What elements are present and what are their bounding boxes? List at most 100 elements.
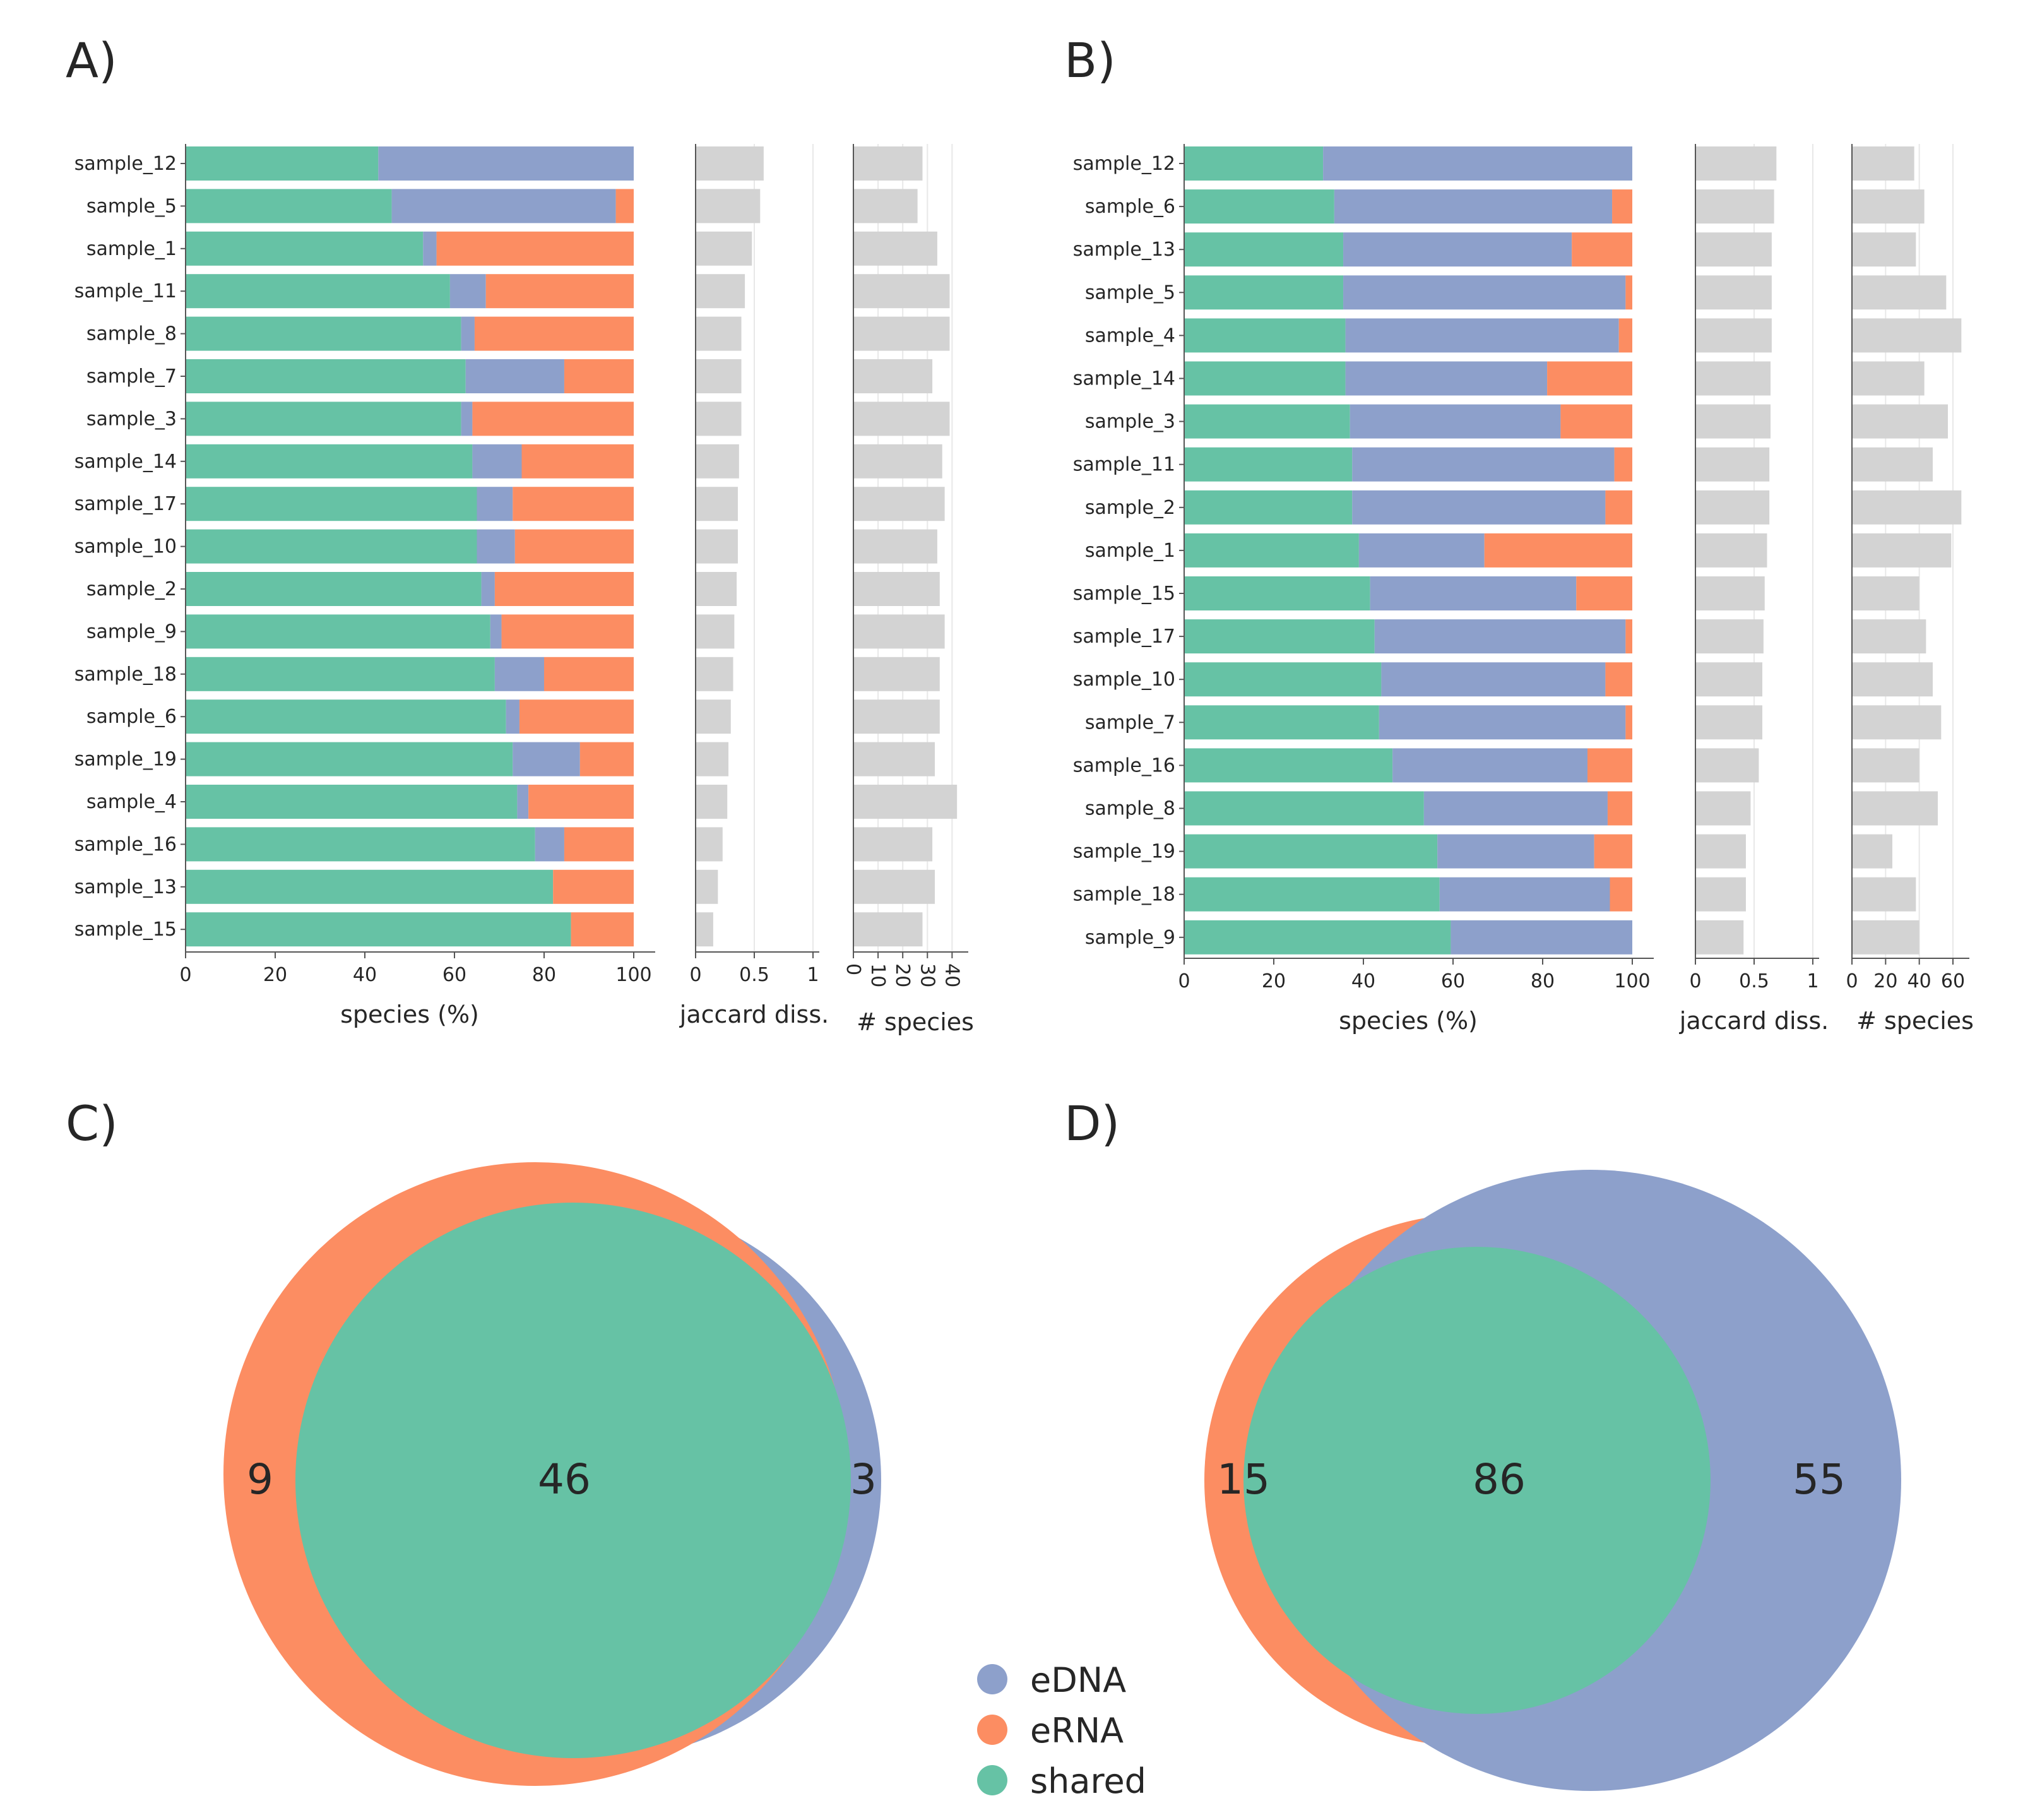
side-x-tick-label: 0.5 bbox=[739, 964, 769, 986]
sample-label: sample_18 bbox=[1073, 884, 1175, 906]
bar-segment-edna bbox=[1345, 361, 1548, 396]
bar-segment-erna bbox=[1625, 705, 1632, 740]
bar-segment-erna bbox=[564, 827, 634, 862]
venn-d-shared-circle bbox=[1243, 1247, 1711, 1714]
bar-segment-erna bbox=[528, 785, 634, 819]
bar-segment-edna bbox=[378, 146, 634, 181]
bar-segment-erna bbox=[474, 316, 634, 351]
side-x-tick-label: 20 bbox=[1873, 970, 1897, 992]
sample-label: sample_10 bbox=[1073, 669, 1175, 691]
jaccard-bar bbox=[1695, 318, 1772, 353]
panel-b-bar-chart: sample_12 sample_6 sample_13 sample_5sample… bbox=[1073, 144, 1974, 1035]
bar-segment-shared bbox=[186, 316, 461, 351]
species-count-bar bbox=[1852, 662, 1933, 697]
bar-segment-shared bbox=[1184, 275, 1344, 310]
sample-label: sample_14 bbox=[1073, 368, 1175, 390]
jaccard-bar bbox=[1695, 576, 1765, 610]
bar-segment-shared bbox=[1184, 232, 1344, 267]
species-count-bar bbox=[853, 274, 950, 309]
bar-segment-shared bbox=[186, 912, 571, 947]
jaccard-bar bbox=[1695, 447, 1770, 482]
species-count-bar bbox=[853, 401, 950, 436]
jaccard-bar bbox=[1695, 490, 1770, 525]
x-tick-label: 60 bbox=[1441, 970, 1465, 992]
bar-segment-erna bbox=[519, 699, 634, 734]
bar-segment-edna bbox=[1423, 791, 1608, 826]
jaccard-axis-title: jaccard diss. bbox=[1679, 1007, 1829, 1035]
sample-label: sample_19 bbox=[74, 749, 177, 771]
species-count-bar bbox=[1852, 705, 1942, 740]
side-x-tick-label: 10 bbox=[867, 963, 889, 987]
jaccard-bar bbox=[1695, 920, 1744, 955]
bar-segment-shared bbox=[186, 274, 450, 309]
bar-segment-shared bbox=[186, 572, 482, 606]
sample-label: sample_8 bbox=[86, 323, 177, 345]
bar-segment-edna bbox=[1392, 748, 1587, 783]
bar-segment-shared bbox=[186, 189, 392, 223]
sample-label: sample_6 bbox=[86, 706, 177, 728]
bar-segment-erna bbox=[1572, 232, 1632, 267]
bar-segment-shared bbox=[1184, 404, 1350, 439]
sample-label: sample_14 bbox=[74, 451, 177, 473]
species-count-bar bbox=[853, 912, 923, 947]
sample-label: sample_13 bbox=[1073, 239, 1175, 261]
jaccard-bar bbox=[696, 699, 731, 734]
bar-segment-shared bbox=[1184, 748, 1393, 783]
bar-segment-edna bbox=[1343, 275, 1626, 310]
species-count-bar bbox=[853, 742, 935, 776]
species-count-bar bbox=[1852, 834, 1892, 869]
species-count-bar bbox=[1852, 533, 1952, 568]
jaccard-bar bbox=[696, 827, 723, 862]
x-tick-label: 80 bbox=[532, 964, 556, 986]
sample-label: sample_15 bbox=[74, 919, 177, 941]
panel-c-venn-diagram: 9 46 3 bbox=[223, 1162, 881, 1786]
species-count-bar bbox=[1852, 189, 1925, 224]
bar-segment-shared bbox=[186, 146, 379, 181]
bar-segment-edna bbox=[517, 785, 529, 819]
panel-label-d: D) bbox=[1064, 1095, 1120, 1151]
jaccard-bar bbox=[696, 487, 738, 521]
x-tick-label: 0 bbox=[179, 964, 191, 986]
bar-segment-erna bbox=[1594, 834, 1632, 869]
panel-d-venn-diagram: 15 86 55 bbox=[1204, 1170, 1901, 1791]
bar-segment-erna bbox=[1610, 877, 1632, 912]
side-x-tick-label: 60 bbox=[1941, 970, 1965, 992]
species-count-bar bbox=[853, 699, 940, 734]
bar-segment-edna bbox=[449, 274, 486, 309]
bar-segment-edna bbox=[1358, 533, 1485, 568]
x-tick-label: 40 bbox=[353, 964, 377, 986]
bar-segment-edna bbox=[1374, 619, 1626, 654]
bar-segment-edna bbox=[1323, 146, 1632, 181]
sample-label: sample_9 bbox=[86, 621, 177, 643]
species-count-bar bbox=[853, 146, 923, 181]
sample-label: sample_8 bbox=[1085, 798, 1175, 820]
panel-label-c: C) bbox=[66, 1095, 118, 1151]
jaccard-bar bbox=[696, 316, 742, 351]
species-count-bar bbox=[853, 529, 937, 564]
side-x-tick-label: 0 bbox=[842, 963, 864, 975]
species-count-bar bbox=[1852, 318, 1962, 353]
jaccard-bar bbox=[696, 869, 718, 904]
species-count-bar bbox=[853, 316, 950, 351]
x-tick-label: 20 bbox=[263, 964, 287, 986]
bar-segment-shared bbox=[186, 487, 477, 521]
sample-label: sample_1 bbox=[86, 238, 177, 260]
bar-segment-shared bbox=[186, 827, 535, 862]
side-x-tick-label: 1 bbox=[807, 964, 819, 986]
sample-label: sample_4 bbox=[86, 791, 177, 813]
venn-d-shared-count: 86 bbox=[1473, 1455, 1526, 1504]
jaccard-bar bbox=[1695, 361, 1771, 396]
bar-segment-shared bbox=[1184, 490, 1353, 525]
bar-segment-shared bbox=[186, 401, 461, 436]
jaccard-bar bbox=[696, 231, 752, 266]
species-count-bar bbox=[853, 189, 918, 223]
bar-segment-erna bbox=[1614, 447, 1632, 482]
jaccard-bar bbox=[696, 189, 761, 223]
sample-label: sample_11 bbox=[1073, 454, 1175, 476]
bar-segment-shared bbox=[1184, 318, 1346, 353]
species-count-bar bbox=[1852, 877, 1916, 912]
jaccard-bar bbox=[696, 274, 745, 309]
bar-segment-edna bbox=[1437, 834, 1594, 869]
species-count-bar bbox=[1852, 404, 1948, 439]
venn-c-erna-count: 9 bbox=[247, 1455, 273, 1504]
